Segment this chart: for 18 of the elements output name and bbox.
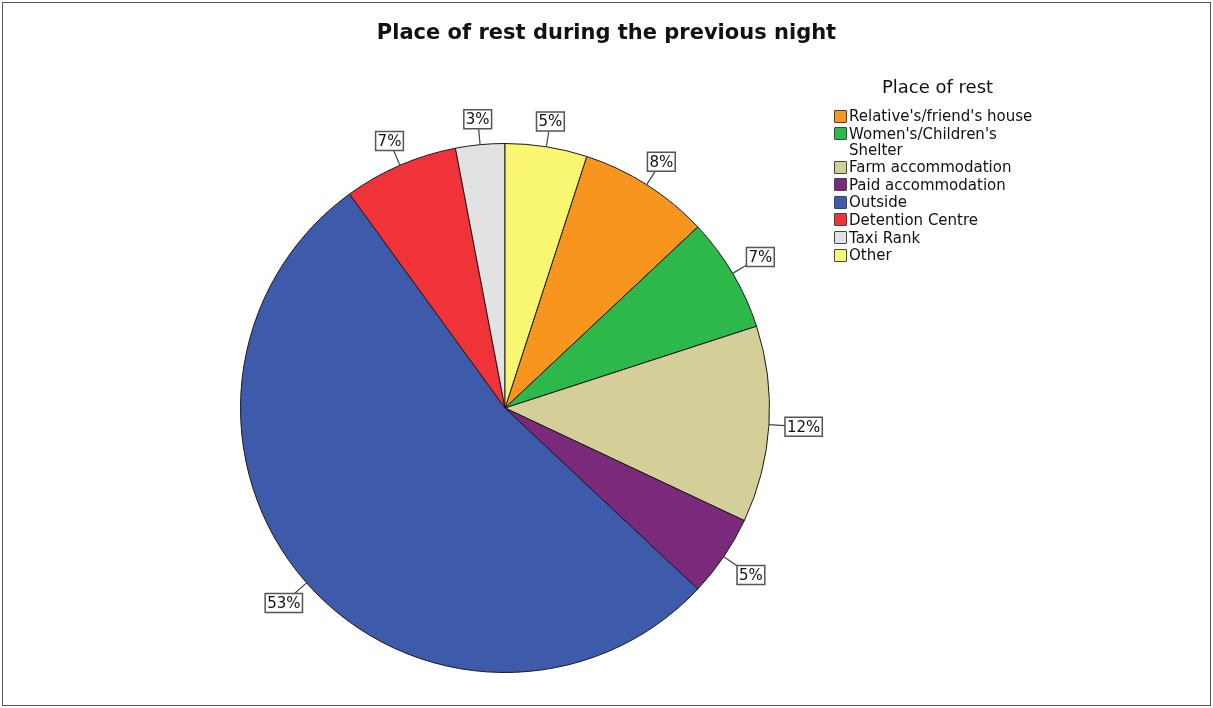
legend-title: Place of rest bbox=[880, 76, 995, 98]
data-label: 53% bbox=[267, 593, 301, 612]
data-label: 7% bbox=[748, 247, 773, 266]
data-label: 3% bbox=[465, 110, 490, 129]
data-label: 12% bbox=[786, 417, 821, 436]
legend-label: Detention Centre bbox=[849, 210, 979, 229]
legend-label: Women's/Children's Shelter bbox=[849, 124, 998, 159]
data-label: 8% bbox=[649, 152, 674, 171]
legend-label: Relative's/friend's house bbox=[849, 107, 1033, 125]
legend-label: Outside bbox=[849, 193, 907, 212]
data-label: 5% bbox=[739, 566, 763, 584]
chart-title: Place of rest during the previous night bbox=[375, 19, 838, 45]
legend-label: Other bbox=[849, 246, 892, 265]
legend-label: Farm accommodation bbox=[849, 158, 1012, 177]
legend-label: Paid accommodation bbox=[849, 175, 1006, 194]
data-label: 7% bbox=[377, 131, 402, 150]
data-label: 5% bbox=[538, 112, 563, 131]
legend-label: Taxi Rank bbox=[849, 228, 921, 247]
